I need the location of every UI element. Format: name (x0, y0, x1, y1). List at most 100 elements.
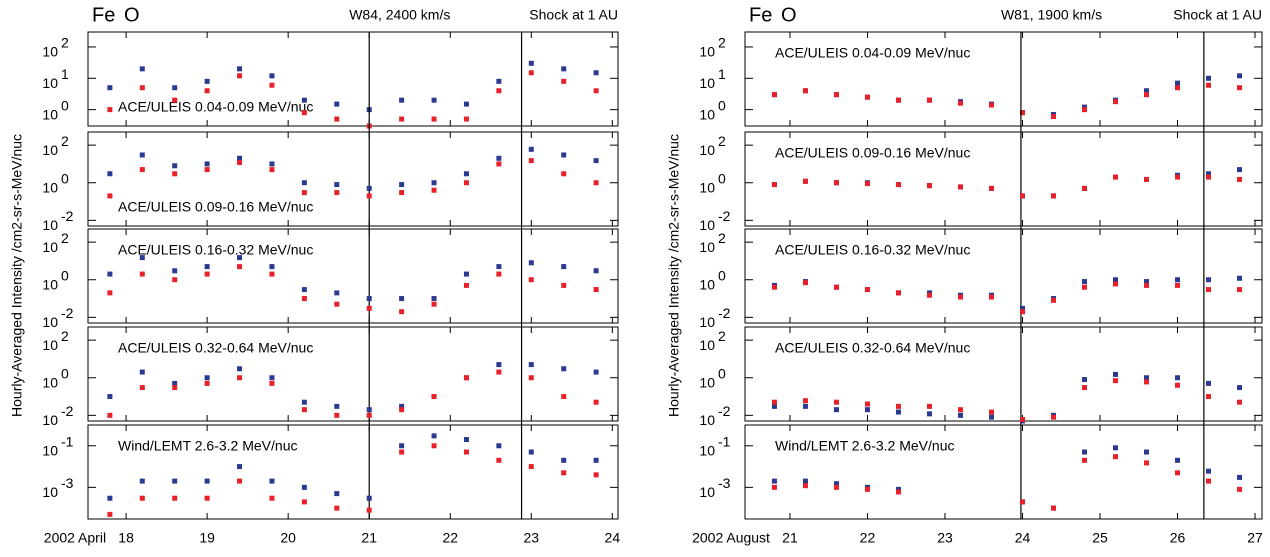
data-point (1206, 394, 1212, 400)
panel-label: ACE/ULEIS 0.32-0.64 MeV/nuc (118, 340, 313, 356)
y-tick-label: 10 (699, 412, 715, 428)
data-point (269, 495, 275, 501)
panel-frame (744, 424, 1263, 520)
data-point (802, 483, 808, 489)
data-point (802, 178, 808, 184)
data-point (1081, 377, 1087, 383)
legend-entry: O (781, 4, 797, 26)
data-point (1237, 486, 1243, 492)
data-point (107, 271, 113, 277)
data-point (1206, 174, 1212, 180)
data-point (802, 398, 808, 404)
data-point (1113, 445, 1119, 451)
data-point (528, 277, 534, 283)
annotation: Shock at 1 AU (529, 7, 618, 23)
legend-entry: Fe (92, 4, 115, 26)
data-point (1175, 375, 1181, 381)
data-point (301, 407, 307, 413)
data-point (463, 101, 469, 107)
data-point (366, 407, 372, 413)
data-point (172, 478, 178, 484)
data-point (334, 101, 340, 107)
data-point (771, 92, 777, 98)
data-point (301, 399, 307, 405)
data-point (139, 495, 145, 501)
data-point (399, 443, 405, 449)
y-tick-label: 10 (42, 179, 58, 195)
data-point (528, 146, 534, 152)
date-prefix: 2002 April (44, 530, 106, 546)
data-point (833, 484, 839, 490)
data-point (1237, 474, 1243, 480)
data-point (1175, 277, 1181, 283)
y-tick-exponent: 1 (718, 66, 726, 82)
annotation: W81, 1900 km/s (1001, 7, 1102, 23)
data-point (1237, 73, 1243, 79)
data-point (366, 495, 372, 501)
data-point (237, 159, 243, 165)
data-point (561, 78, 567, 84)
data-point (107, 495, 113, 501)
data-point (957, 412, 963, 418)
data-point (399, 403, 405, 409)
panel-frame (87, 228, 619, 324)
data-point (204, 375, 210, 381)
data-point (269, 264, 275, 270)
data-point (496, 362, 502, 368)
data-point (1175, 382, 1181, 388)
data-point (1175, 85, 1181, 91)
data-point (926, 183, 932, 189)
y-tick-exponent: 0 (61, 170, 69, 186)
data-point (334, 190, 340, 196)
y-tick-exponent: -2 (61, 208, 74, 224)
y-tick-exponent: 2 (718, 133, 726, 149)
panel-frame (87, 131, 619, 227)
data-point (172, 385, 178, 391)
data-point (107, 171, 113, 177)
data-point (926, 97, 932, 103)
annotation: Shock at 1 AU (1173, 7, 1262, 23)
data-point (269, 375, 275, 381)
data-point (1113, 281, 1119, 287)
data-point (528, 464, 534, 470)
y-tick-label: 10 (699, 75, 715, 91)
data-point (864, 407, 870, 413)
data-point (561, 171, 567, 177)
y-tick-exponent: -3 (718, 475, 731, 491)
data-point (301, 484, 307, 490)
y-tick-label: 10 (699, 374, 715, 390)
data-point (833, 481, 839, 487)
data-point (431, 433, 437, 439)
data-point (334, 491, 340, 497)
data-point (1175, 80, 1181, 86)
panel-label: ACE/ULEIS 0.04-0.09 MeV/nuc (775, 45, 970, 61)
data-point (771, 182, 777, 188)
data-point (1237, 167, 1243, 173)
data-point (1019, 305, 1025, 311)
data-point (301, 180, 307, 186)
data-point (1144, 379, 1150, 385)
y-tick-label: 10 (42, 442, 58, 458)
y-tick-label: 10 (699, 142, 715, 158)
y-tick-label: 10 (42, 276, 58, 292)
data-point (1237, 176, 1243, 182)
data-point (204, 161, 210, 167)
data-point (107, 412, 113, 418)
data-point (1237, 275, 1243, 281)
data-point (528, 449, 534, 455)
data-point (496, 78, 502, 84)
y-tick-exponent: 0 (718, 267, 726, 283)
data-point (593, 268, 599, 274)
data-point (593, 287, 599, 293)
data-point (957, 184, 963, 190)
data-point (561, 470, 567, 476)
data-point (172, 171, 178, 177)
data-point (399, 407, 405, 413)
data-point (1206, 171, 1212, 177)
y-tick-exponent: -2 (61, 305, 74, 321)
y-tick-exponent: 0 (61, 365, 69, 381)
legend-entry: Fe (749, 4, 772, 26)
data-point (269, 161, 275, 167)
data-point (301, 110, 307, 116)
panel-frame (87, 326, 619, 422)
